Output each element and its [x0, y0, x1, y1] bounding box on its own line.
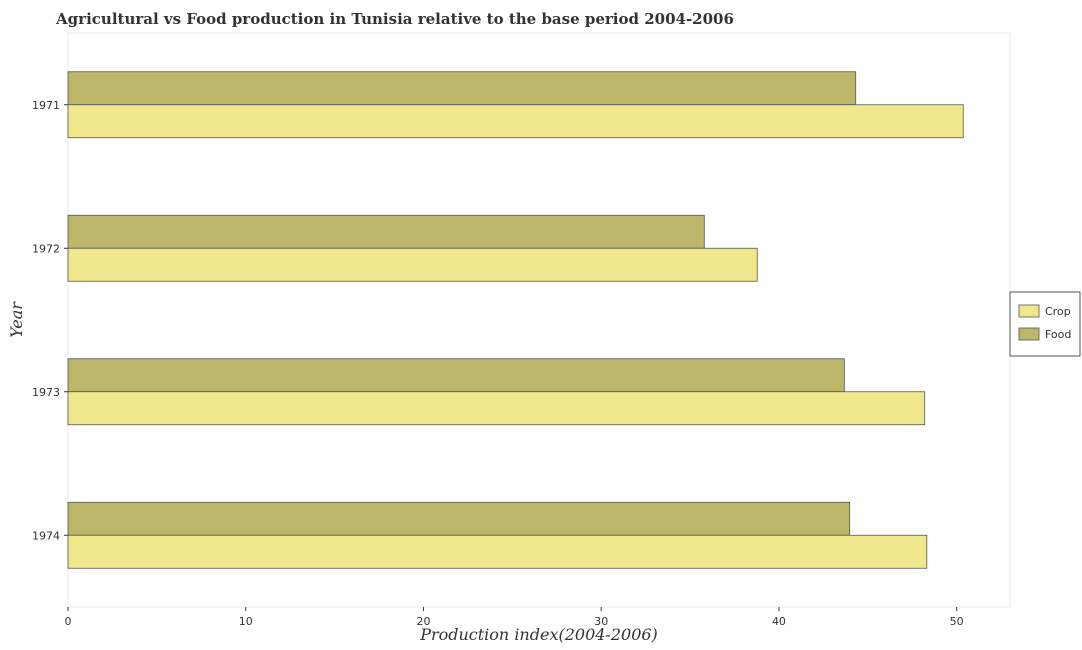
y-tick-label: 1971 [32, 99, 60, 112]
x-tick-label: 30 [594, 615, 608, 628]
bar-food-1973 [67, 358, 845, 393]
y-axis: 1971 1972 1973 1974 [32, 99, 68, 542]
bar-crop-1974 [67, 534, 928, 569]
x-tick-label: 40 [772, 615, 786, 628]
bar-crop-1973 [67, 391, 926, 426]
x-tick-label: 0 [65, 615, 72, 628]
legend-label-food: Food [1045, 328, 1071, 341]
legend: Crop Food [1009, 291, 1081, 357]
legend-label-crop: Crop [1045, 305, 1071, 318]
y-tick-label: 1972 [32, 242, 60, 255]
x-tick-label: 20 [416, 615, 430, 628]
bars-layer [67, 71, 964, 569]
chart-title: Agricultural vs Food production in Tunis… [55, 10, 734, 28]
x-axis-label: Production index(2004-2006) [419, 625, 658, 644]
bar-crop-1971 [67, 104, 964, 139]
y-tick-label: 1973 [32, 386, 60, 399]
legend-box [1009, 291, 1081, 357]
bar-food-1974 [67, 501, 851, 536]
bar-food-1971 [67, 71, 857, 106]
x-tick-label: 10 [239, 615, 253, 628]
legend-swatch-crop [1018, 304, 1040, 318]
bar-food-1972 [67, 214, 705, 249]
x-axis: 0 10 20 30 40 50 [65, 607, 964, 628]
y-tick-label: 1974 [32, 529, 60, 542]
legend-swatch-food [1018, 327, 1040, 341]
bar-crop-1972 [67, 247, 758, 282]
x-tick-label: 50 [950, 615, 964, 628]
y-axis-label: Year [7, 301, 26, 338]
